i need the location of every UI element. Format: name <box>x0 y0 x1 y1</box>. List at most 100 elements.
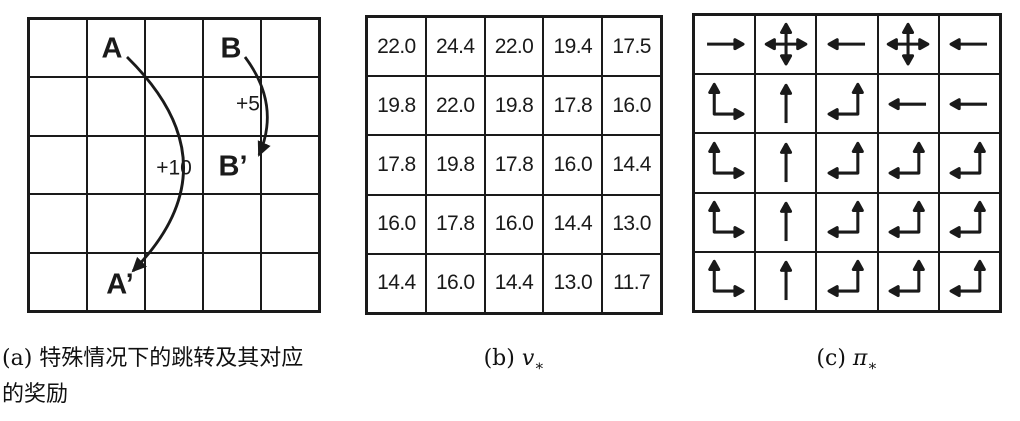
panel-a-special-states: A B B’ A’ +5 +10 <box>27 17 321 313</box>
value-cell: 22.0 <box>367 17 426 77</box>
policy-arrow-up-left-icon <box>827 200 864 239</box>
policy-cell <box>877 192 939 252</box>
value-cell: 19.8 <box>367 76 426 136</box>
policy-cell <box>877 74 939 134</box>
value-cell: 16.0 <box>543 135 603 195</box>
value-cell: 13.0 <box>602 194 661 254</box>
policy-arrow-up-right-icon <box>707 260 745 298</box>
state-b-label: B <box>220 32 242 65</box>
value-cell: 16.0 <box>602 76 661 136</box>
state-cell <box>203 252 261 311</box>
state-cell <box>261 77 319 136</box>
value-cell: 14.4 <box>602 135 661 195</box>
state-cell <box>87 19 145 78</box>
state-cell <box>261 252 319 311</box>
state-cell <box>29 194 87 253</box>
policy-cell <box>938 192 1000 252</box>
state-a-label: A <box>101 32 123 65</box>
state-cell <box>261 19 319 78</box>
state-cell <box>87 135 145 195</box>
value-cell: 16.0 <box>367 194 426 254</box>
caption-b: (b) v∗ <box>365 346 663 375</box>
policy-arrow-up-right-icon <box>707 141 745 179</box>
caption-c-index: (c) <box>816 346 846 371</box>
policy-arrow-up-right-icon <box>707 82 745 120</box>
policy-arrow-all-directions-icon <box>886 23 930 66</box>
policy-cell <box>755 251 817 311</box>
policy-cell <box>877 15 939 75</box>
policy-arrow-up-left-icon <box>827 141 864 179</box>
policy-grid <box>692 13 1002 313</box>
panel-b-value-function: 22.0 24.4 22.0 19.4 17.5 19.8 22.0 19.8 17.8 16.0… <box>365 15 663 315</box>
state-cell <box>29 19 87 78</box>
value-cell: 22.0 <box>484 17 544 77</box>
policy-arrow-up-left-icon <box>827 260 864 298</box>
value-cell: 17.8 <box>367 135 426 195</box>
value-cell: 24.4 <box>425 17 485 77</box>
state-a-prime-label: A’ <box>106 268 134 301</box>
policy-arrow-left-icon <box>827 38 865 51</box>
value-cell: 17.8 <box>425 194 485 254</box>
policy-arrow-up-icon <box>779 201 792 242</box>
value-cell: 11.7 <box>602 253 661 313</box>
caption-c-subscript: ∗ <box>867 356 878 375</box>
state-cell <box>87 194 145 253</box>
policy-arrow-all-directions-icon <box>764 23 808 66</box>
caption-b-subscript: ∗ <box>534 356 545 375</box>
value-cell: 17.8 <box>484 135 544 195</box>
policy-cell <box>755 192 817 252</box>
policy-cell <box>816 192 878 252</box>
caption-b-symbol: v <box>521 346 535 371</box>
policy-arrow-left-icon <box>949 97 988 110</box>
state-cell <box>145 252 203 311</box>
policy-cell <box>938 251 1000 311</box>
state-cell <box>203 135 261 195</box>
policy-cell <box>694 133 756 193</box>
state-cell <box>145 77 203 136</box>
policy-arrow-up-icon <box>779 142 792 182</box>
policy-cell <box>938 133 1000 193</box>
policy-cell <box>877 133 939 193</box>
policy-cell <box>816 74 878 134</box>
state-b-prime-label: B’ <box>218 150 248 183</box>
reward-plus10-label: +10 <box>156 156 192 180</box>
value-cell: 14.4 <box>543 194 603 254</box>
value-cell: 13.0 <box>543 253 603 313</box>
policy-arrow-up-left-icon <box>888 260 925 298</box>
value-cell: 14.4 <box>367 253 426 313</box>
policy-cell <box>877 251 939 311</box>
state-cell <box>145 19 203 78</box>
panel-c-optimal-policy <box>692 13 1002 313</box>
caption-b-index: (b) <box>483 346 515 371</box>
state-cell <box>87 252 145 311</box>
policy-cell <box>694 192 756 252</box>
state-cell <box>145 194 203 253</box>
state-cell <box>29 252 87 311</box>
policy-arrow-up-left-icon <box>888 200 925 239</box>
policy-arrow-left-icon <box>949 38 988 51</box>
policy-cell <box>816 133 878 193</box>
policy-arrow-up-icon <box>779 260 792 301</box>
state-cell <box>203 19 261 78</box>
policy-cell <box>755 74 817 134</box>
policy-arrow-up-left-icon <box>949 141 987 179</box>
policy-cell <box>694 251 756 311</box>
policy-cell <box>755 15 817 75</box>
value-cell: 19.8 <box>484 76 544 136</box>
state-cell <box>29 77 87 136</box>
policy-arrow-right-icon <box>706 38 745 51</box>
value-cell: 17.5 <box>602 17 661 77</box>
policy-cell <box>694 74 756 134</box>
caption-c: (c) π∗ <box>692 346 1002 375</box>
policy-cell <box>938 15 1000 75</box>
value-grid: 22.0 24.4 22.0 19.4 17.5 19.8 22.0 19.8 17.8 16.0… <box>365 15 663 315</box>
value-cell: 14.4 <box>484 253 544 313</box>
state-cell <box>29 135 87 195</box>
policy-arrow-left-icon <box>888 97 927 110</box>
state-cell <box>261 194 319 253</box>
state-cell <box>87 77 145 136</box>
caption-a: (a) 特殊情况下的跳转及其对应的奖励 <box>2 346 304 407</box>
policy-cell <box>694 15 756 75</box>
policy-arrow-up-left-icon <box>949 260 987 298</box>
